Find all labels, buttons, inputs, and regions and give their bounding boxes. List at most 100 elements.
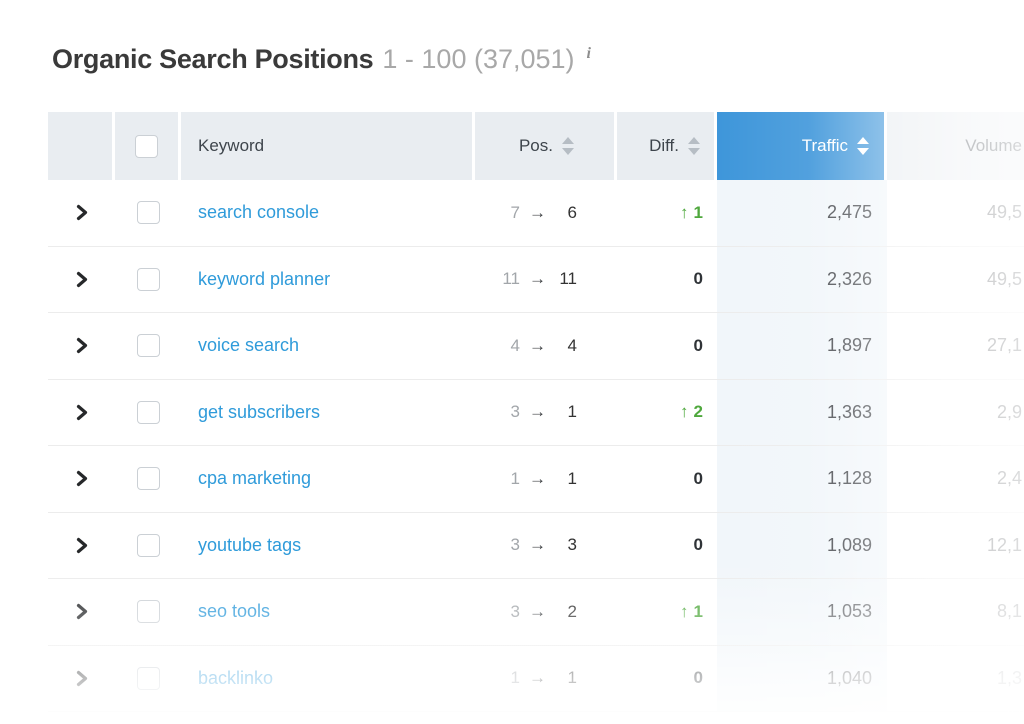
expand-chevron-icon[interactable] <box>76 537 88 554</box>
pos-arrow-icon: → <box>529 402 546 422</box>
column-header-checkbox <box>115 112 181 180</box>
row-checkbox[interactable] <box>136 201 160 225</box>
sort-icon <box>857 137 869 155</box>
traffic-value: 1,053 <box>826 601 872 622</box>
volume-value: 2,4 <box>996 468 1022 489</box>
pos-to: 2 <box>567 601 577 621</box>
volume-value: 49,5 <box>986 268 1022 289</box>
expand-chevron-icon[interactable] <box>76 404 88 421</box>
pos-arrow-icon: → <box>529 202 546 222</box>
diff-up-icon: ↑ <box>680 402 689 422</box>
volume-value: 8,1 <box>996 601 1022 622</box>
table-row: voice search 4 → 4 0 1,897 27,1 <box>48 313 1024 380</box>
table-row: search console 7 → 6 ↑ 1 2,475 49,5 <box>48 180 1024 247</box>
column-header-volume[interactable]: Volume <box>887 112 1024 180</box>
keyword-link[interactable]: youtube tags <box>198 534 302 555</box>
column-label-volume: Volume <box>965 136 1022 155</box>
table-header-row: Keyword Pos. Diff. Traffic Volume <box>48 112 1024 180</box>
table-row: keyword planner 11 → 11 0 2,326 49,5 <box>48 246 1024 313</box>
traffic-value: 1,040 <box>826 667 872 688</box>
pos-from: 11 <box>502 269 520 289</box>
traffic-value: 2,326 <box>826 268 872 289</box>
diff-value: 0 <box>693 468 703 488</box>
keyword-link[interactable]: seo tools <box>198 601 271 622</box>
pos-to: 1 <box>567 668 577 688</box>
column-label-traffic: Traffic <box>801 136 848 155</box>
pos-to: 11 <box>559 269 577 289</box>
expand-chevron-icon[interactable] <box>76 603 88 620</box>
column-header-expand <box>48 112 115 180</box>
column-label-pos: Pos. <box>518 136 553 155</box>
traffic-value: 2,475 <box>826 202 872 223</box>
pos-to: 4 <box>567 335 577 355</box>
pos-arrow-icon: → <box>529 535 546 555</box>
positions-table: Keyword Pos. Diff. Traffic Volume search… <box>48 112 1024 712</box>
select-all-checkbox[interactable] <box>135 134 158 158</box>
sort-icon <box>562 137 574 155</box>
row-checkbox[interactable] <box>136 267 160 291</box>
row-checkbox[interactable] <box>136 334 160 358</box>
volume-value: 49,5 <box>986 202 1022 223</box>
pos-from: 3 <box>510 535 520 555</box>
volume-value: 12,1 <box>986 534 1022 555</box>
column-header-pos[interactable]: Pos. <box>475 112 617 180</box>
volume-value: 27,1 <box>986 335 1022 356</box>
pos-to: 1 <box>567 468 577 488</box>
diff-value: 0 <box>693 668 703 688</box>
pos-from: 1 <box>510 668 520 688</box>
pos-arrow-icon: → <box>529 269 546 289</box>
diff-up-icon: ↑ <box>680 601 689 621</box>
expand-chevron-icon[interactable] <box>76 337 88 354</box>
pos-from: 3 <box>510 402 520 422</box>
table-row: youtube tags 3 → 3 0 1,089 12,1 <box>48 512 1024 579</box>
pos-to: 1 <box>567 402 577 422</box>
table-row: backlinko 1 → 1 0 1,040 1,3 <box>48 645 1024 712</box>
keyword-link[interactable]: keyword planner <box>198 268 331 289</box>
diff-up-icon: ↑ <box>680 202 689 222</box>
traffic-value: 1,089 <box>826 534 872 555</box>
row-checkbox[interactable] <box>136 533 160 557</box>
volume-value: 1,3 <box>996 667 1022 688</box>
row-checkbox[interactable] <box>136 400 160 424</box>
row-checkbox[interactable] <box>136 666 160 690</box>
page-title-bar: Organic Search Positions 1 - 100 (37,051)… <box>52 44 591 75</box>
pos-arrow-icon: → <box>529 668 546 688</box>
page-title: Organic Search Positions <box>52 44 374 74</box>
column-header-traffic-sorted[interactable]: Traffic <box>717 112 887 180</box>
pos-arrow-icon: → <box>529 468 546 488</box>
column-header-diff[interactable]: Diff. <box>617 112 717 180</box>
expand-chevron-icon[interactable] <box>76 670 88 687</box>
sort-icon <box>688 137 700 155</box>
volume-value: 2,9 <box>996 401 1022 422</box>
expand-chevron-icon[interactable] <box>76 204 88 221</box>
row-checkbox[interactable] <box>136 467 160 491</box>
expand-chevron-icon[interactable] <box>76 271 88 288</box>
column-header-keyword[interactable]: Keyword <box>181 112 475 180</box>
pos-arrow-icon: → <box>529 335 546 355</box>
pos-from: 3 <box>510 601 520 621</box>
traffic-value: 1,897 <box>826 335 872 356</box>
pos-from: 1 <box>510 468 520 488</box>
pos-from: 7 <box>510 202 520 222</box>
info-icon[interactable]: i <box>586 45 591 62</box>
diff-value: 0 <box>693 335 703 355</box>
diff-value: 1 <box>693 202 703 222</box>
keyword-link[interactable]: voice search <box>198 335 300 356</box>
table-row: seo tools 3 → 2 ↑ 1 1,053 8,1 <box>48 579 1024 646</box>
diff-value: 0 <box>693 535 703 555</box>
expand-chevron-icon[interactable] <box>76 470 88 487</box>
pos-to: 3 <box>567 535 577 555</box>
pos-arrow-icon: → <box>529 601 546 621</box>
keyword-link[interactable]: get subscribers <box>198 401 321 422</box>
row-checkbox[interactable] <box>136 600 160 624</box>
pos-from: 4 <box>510 335 520 355</box>
table-row: cpa marketing 1 → 1 0 1,128 2,4 <box>48 446 1024 513</box>
keyword-link[interactable]: cpa marketing <box>198 468 312 489</box>
column-label-diff: Diff. <box>649 136 679 155</box>
column-label-keyword: Keyword <box>198 136 265 155</box>
keyword-link[interactable]: backlinko <box>198 667 274 688</box>
pos-to: 6 <box>567 202 577 222</box>
keyword-link[interactable]: search console <box>198 202 320 223</box>
traffic-value: 1,363 <box>826 401 872 422</box>
